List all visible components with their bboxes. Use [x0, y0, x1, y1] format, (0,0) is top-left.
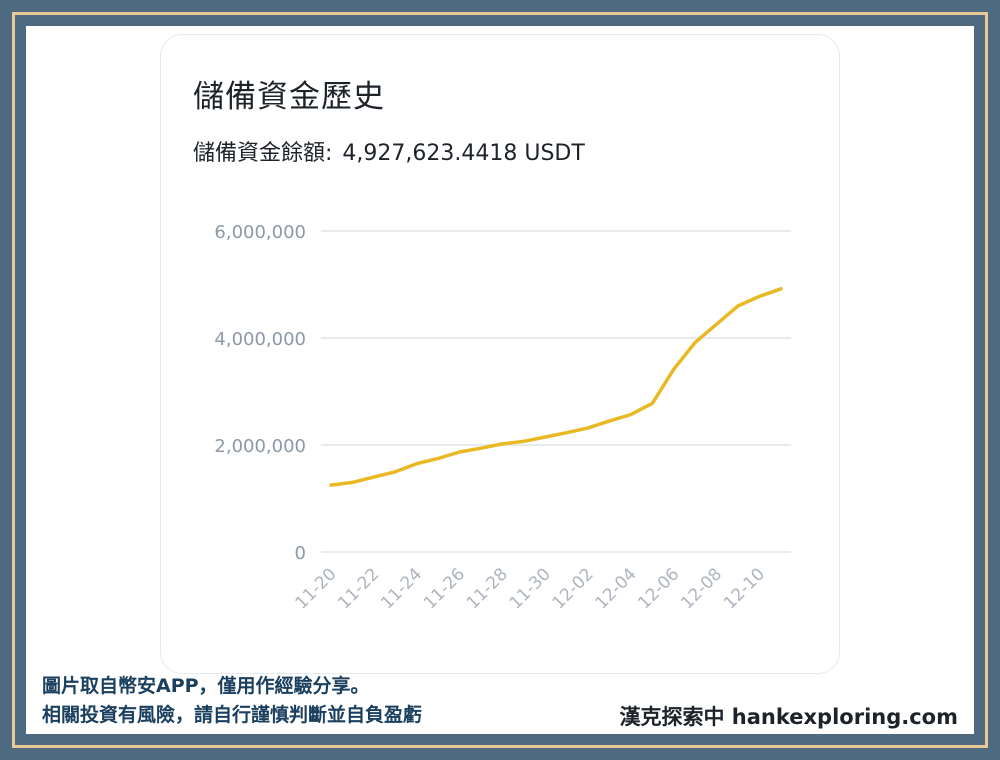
data-point [394, 470, 397, 473]
data-point [715, 322, 718, 326]
data-point [522, 440, 526, 443]
data-point [608, 419, 611, 423]
x-tick-label: 11-22 [334, 564, 383, 613]
card-title: 儲備資金歷史 [193, 79, 385, 115]
data-point [436, 457, 440, 460]
x-tick-label: 11-28 [463, 564, 512, 613]
data-point [736, 304, 740, 308]
x-tick-label: 11-20 [291, 564, 340, 613]
content-panel: 儲備資金歷史 儲備資金餘額: 4,927,623.4418 USDT 0 2,000… [26, 26, 974, 734]
y-tick-label: 2,000,000 [214, 436, 306, 457]
series-line-0 [329, 287, 783, 487]
balance-label: 儲備資金餘額: [193, 141, 333, 166]
data-point [501, 442, 504, 446]
reserve-history-card: 儲備資金歷史 儲備資金餘額: 4,927,623.4418 USDT 0 2,000… [160, 34, 840, 674]
data-point [586, 426, 590, 430]
data-point [629, 413, 633, 416]
caption-line-2: 相關投資有風險，請自行謹慎判斷並自負盈虧 [42, 704, 423, 726]
y-tick-label: 0 [295, 543, 306, 564]
y-tick-label: 4,000,000 [214, 329, 306, 350]
data-point [779, 287, 783, 290]
x-tick-label: 11-24 [377, 564, 426, 613]
x-tick-label: 11-30 [506, 564, 555, 613]
caption-line-1: 圖片取自幣安APP，僅用作經驗分享。 [42, 675, 370, 697]
data-point [329, 483, 333, 487]
data-point [351, 481, 354, 484]
x-tick-label: 12-02 [549, 564, 598, 613]
x-tick-label: 12-04 [591, 564, 640, 613]
data-point [758, 295, 761, 298]
data-point [694, 341, 697, 344]
data-point [544, 435, 547, 439]
balance-value: 4,927,623.4418 USDT [342, 141, 585, 166]
data-point [651, 402, 654, 405]
x-tick-label: 11-26 [420, 564, 469, 613]
data-point [672, 367, 676, 371]
data-point [479, 447, 483, 450]
data-point [458, 450, 461, 454]
disclaimer-caption: 圖片取自幣安APP，僅用作經驗分享。 相關投資有風險，請自行謹慎判斷並自負盈虧 [42, 672, 422, 730]
x-tick-label: 12-10 [720, 564, 769, 613]
balance-row: 儲備資金餘額: 4,927,623.4418 USDT [193, 135, 585, 167]
data-point [565, 431, 568, 434]
x-tick-label: 12-08 [677, 564, 726, 613]
brand-watermark: 漢克探索中 hankexploring.com [619, 705, 958, 729]
data-point [372, 475, 376, 479]
x-tick-label: 12-06 [634, 564, 683, 613]
data-point [415, 462, 418, 465]
y-tick-label: 6,000,000 [214, 222, 306, 243]
